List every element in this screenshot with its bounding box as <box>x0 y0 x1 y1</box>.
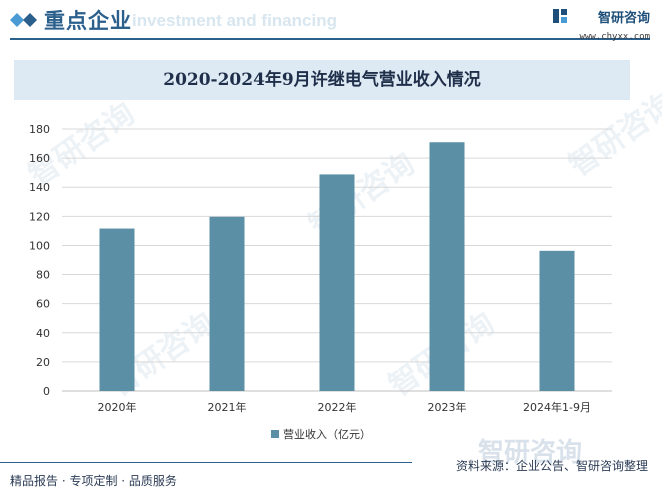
page-header: investment and financing 重点企业 <box>0 0 662 44</box>
watermark-bottom: 智研咨询 <box>478 438 583 468</box>
y-tick-label: 60 <box>36 298 50 311</box>
bar-chart: 0 20 40 60 80 100 120 140 160 180 2020年 2021年 2022年 2… <box>29 123 612 441</box>
bar <box>429 142 465 391</box>
y-tick-label: 160 <box>29 152 50 165</box>
section-title: 重点企业 <box>44 9 132 33</box>
brand-url: www.chyxx.com <box>579 32 650 42</box>
x-tick-label: 2021年 <box>208 400 247 414</box>
y-tick-label: 40 <box>36 327 50 340</box>
x-tick-label: 2020年 <box>98 400 137 414</box>
bar <box>209 216 245 391</box>
x-tick-label: 2022年 <box>318 400 357 414</box>
footer-divider <box>0 462 412 463</box>
y-tick-label: 0 <box>43 385 50 398</box>
diamond-icon <box>10 13 37 27</box>
brand-logo-icon <box>553 9 567 23</box>
legend-label: 营业收入（亿元） <box>283 427 371 441</box>
header-divider <box>10 38 650 40</box>
header-watermark: investment and financing <box>132 11 337 30</box>
data-source: 资料来源：企业公告、智研咨询整理 <box>455 459 648 473</box>
x-tick-label: 2023年 <box>428 400 467 414</box>
bar <box>319 174 355 391</box>
y-tick-label: 120 <box>29 210 50 223</box>
brand-name: 智研咨询 <box>597 11 650 26</box>
y-tick-label: 180 <box>29 123 50 136</box>
footer-slogan: 精品报告 · 专项定制 · 品质服务 <box>10 474 177 488</box>
y-tick-label: 20 <box>36 356 50 369</box>
y-tick-label: 100 <box>29 239 50 252</box>
legend-swatch <box>271 430 279 438</box>
y-tick-label: 140 <box>29 181 50 194</box>
y-tick-label: 80 <box>36 269 50 282</box>
bar <box>99 228 135 391</box>
chart-title: 2020-2024年9月许继电气营业收入情况 <box>163 70 481 90</box>
x-tick-label: 2024年1-9月 <box>523 400 591 414</box>
chart-title-band: 2020-2024年9月许继电气营业收入情况 <box>14 60 630 100</box>
bar <box>539 250 575 391</box>
